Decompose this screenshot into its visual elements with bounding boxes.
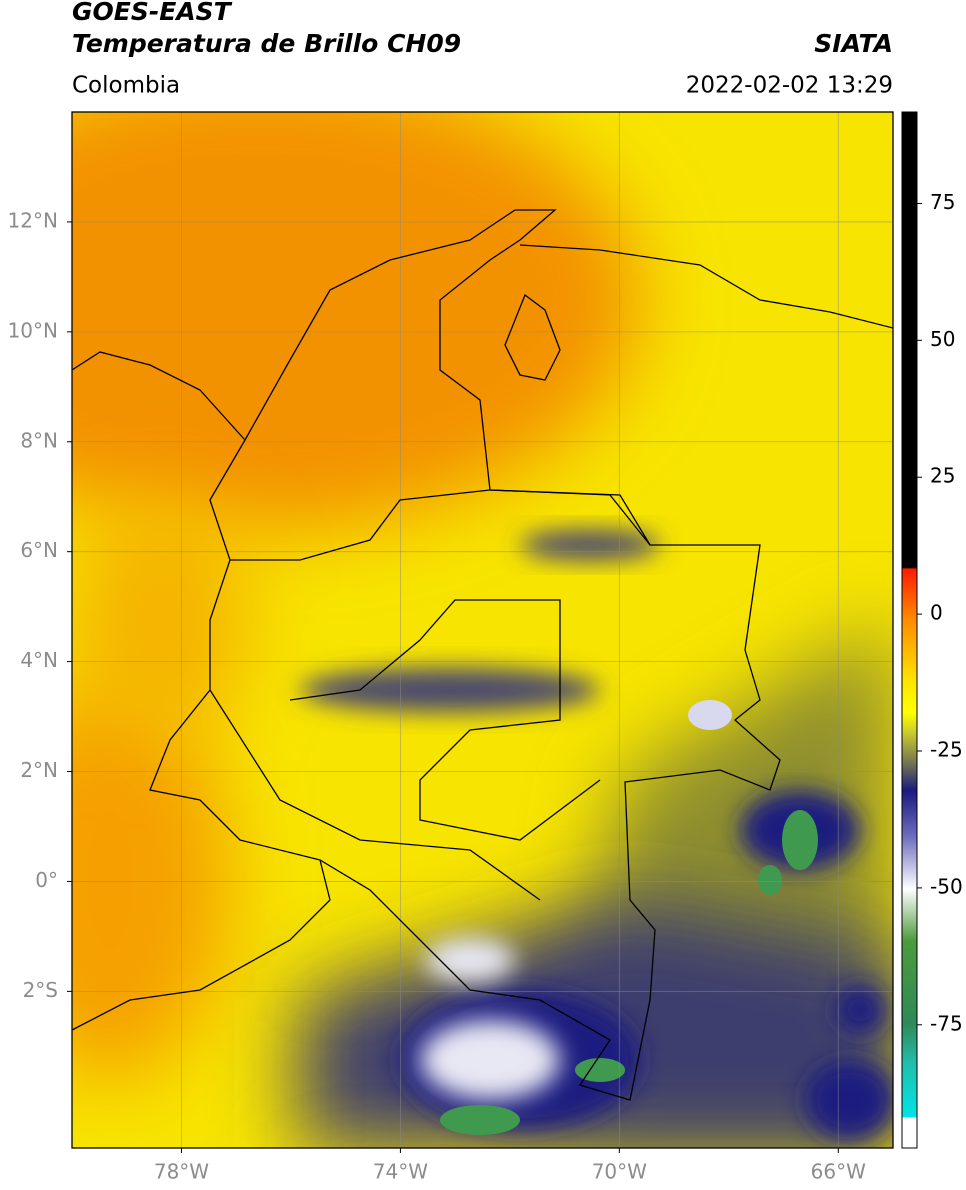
graticule [72, 112, 893, 1148]
lat-label: 2°N [20, 758, 58, 782]
datetime: 2022-02-02 13:29 [686, 73, 893, 99]
lat-label: 4°N [20, 648, 58, 672]
colorbar-label: 0 [930, 601, 943, 625]
lon-label: 78°W [154, 1160, 209, 1184]
map-frame [71, 111, 894, 1149]
lat-label: 10°N [8, 318, 58, 342]
colorbar-label: 25 [930, 464, 955, 488]
admin-line [289, 599, 601, 841]
lat-label: 0° [35, 868, 58, 892]
subtitle: Temperatura de Brillo CH09 [72, 29, 461, 58]
maracaibo [504, 293, 561, 381]
source: SIATA [814, 29, 893, 58]
title: GOES-EAST [72, 0, 233, 26]
coastline [519, 244, 893, 329]
lon-label: 66°W [811, 1160, 866, 1184]
colorbar-label: 75 [930, 190, 955, 214]
colorbar [901, 111, 918, 1149]
coastline [72, 351, 246, 441]
colorbar-label: 50 [930, 327, 955, 351]
admin-line [209, 689, 541, 901]
lat-label: 8°N [20, 428, 58, 452]
lon-label: 70°W [592, 1160, 647, 1184]
lat-label: 12°N [8, 208, 58, 232]
coastline [72, 859, 331, 1031]
lon-label: 74°W [373, 1160, 428, 1184]
satellite-image [72, 112, 893, 1148]
borders [72, 209, 893, 1101]
coastline [489, 489, 651, 546]
colorbar-label: -50 [930, 874, 963, 898]
admin-line [230, 489, 491, 561]
colombia-border [149, 209, 781, 1101]
colorbar-label: -25 [930, 738, 963, 762]
region: Colombia [72, 73, 180, 99]
lat-label: 2°S [23, 978, 58, 1002]
colorbar-label: -75 [930, 1011, 963, 1035]
lat-label: 6°N [20, 538, 58, 562]
